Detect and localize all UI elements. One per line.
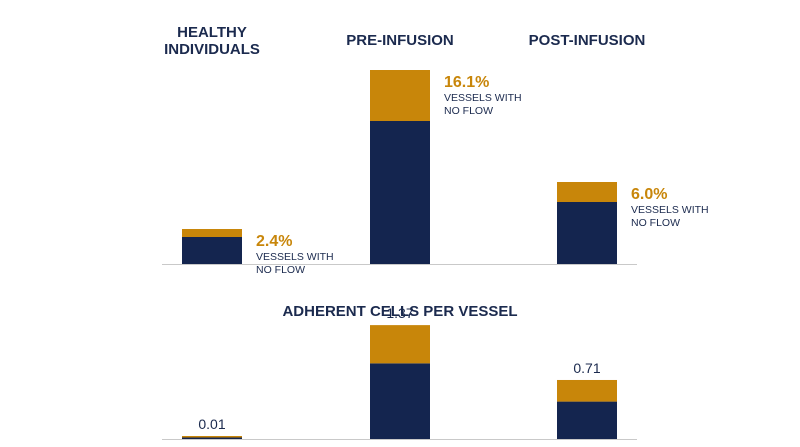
note-label-1-line-1: NO FLOW — [444, 105, 493, 117]
bar-bottom-chart-2-series-0 — [557, 401, 617, 439]
bar-top-chart-1-series-0 — [370, 121, 430, 264]
value-label-1: 1.37 — [386, 305, 413, 321]
adherent-cells-chart: 0.01 1.37 0.71 — [162, 305, 637, 440]
bar-bottom-chart-1-series-0 — [370, 363, 430, 439]
bar-bottom-chart-1-series-1 — [370, 325, 430, 364]
bar-bottom-chart-2-series-1 — [557, 379, 617, 402]
adherent-cells-title: ADHERENT CELLS PER VESSEL — [282, 303, 517, 320]
bar-top-chart-2-series-1 — [557, 182, 617, 202]
bar-top-chart-1-series-1 — [370, 70, 430, 121]
column-title-1-line-0: PRE-INFUSION — [346, 32, 454, 49]
bar-top-chart-0-series-0 — [182, 237, 242, 264]
value-label-0: 0.01 — [198, 416, 225, 432]
note-label-1-line-0: VESSELS WITH — [444, 92, 522, 104]
column-title-0-line-1: INDIVIDUALS — [164, 41, 260, 58]
column-title-0-line-0: HEALTHY — [177, 24, 247, 41]
note-label-0-line-1: NO FLOW — [256, 264, 305, 276]
bar-bottom-chart-0-series-1 — [182, 436, 242, 438]
percent-label-1: 16.1% — [444, 74, 489, 91]
bar-bottom-chart-0-series-0 — [182, 437, 242, 439]
bar-top-chart-2-series-0 — [557, 202, 617, 264]
percent-label-0: 2.4% — [256, 233, 292, 250]
note-label-2-line-0: VESSELS WITH — [631, 204, 709, 216]
note-label-0-line-0: VESSELS WITH — [256, 251, 334, 263]
column-title-2-line-0: POST-INFUSION — [529, 32, 646, 49]
value-label-2: 0.71 — [573, 360, 600, 376]
percent-label-2: 6.0% — [631, 186, 667, 203]
bar-top-chart-0-series-1 — [182, 229, 242, 237]
note-label-2-line-1: NO FLOW — [631, 217, 680, 229]
